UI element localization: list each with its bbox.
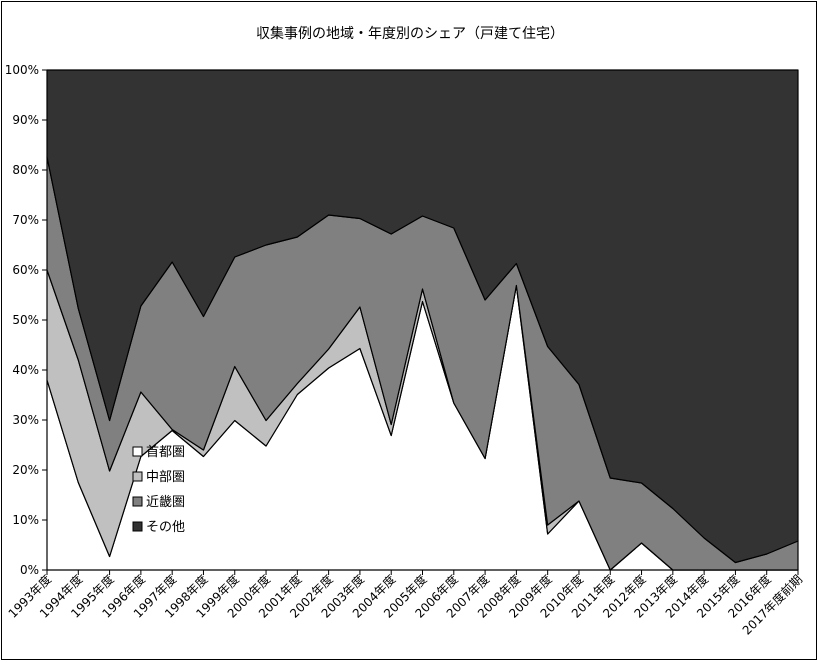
legend-swatch (132, 496, 143, 507)
legend-label: その他 (146, 520, 185, 535)
y-tick-label: 50% (12, 313, 39, 327)
legend-item: 首都圏 (132, 445, 185, 460)
y-tick-label: 0% (20, 563, 39, 577)
y-tick-label: 10% (12, 513, 39, 527)
y-tick-label: 70% (12, 213, 39, 227)
y-tick-label: 100% (5, 63, 39, 77)
legend-item: その他 (132, 520, 185, 535)
y-tick-label: 30% (12, 413, 39, 427)
legend-label: 首都圏 (146, 445, 185, 460)
legend-swatch (132, 471, 143, 482)
y-tick-label: 40% (12, 363, 39, 377)
y-tick-label: 20% (12, 463, 39, 477)
legend-swatch (132, 521, 143, 532)
y-tick-label: 90% (12, 113, 39, 127)
legend-item: 近畿圏 (132, 495, 185, 510)
y-tick-label: 80% (12, 163, 39, 177)
legend-label: 近畿圏 (146, 495, 185, 510)
legend-item: 中部圏 (132, 470, 185, 485)
legend-label: 中部圏 (146, 470, 185, 485)
chart-title: 収集事例の地域・年度別のシェア（戸建て住宅） (256, 25, 564, 42)
legend-swatch (132, 446, 143, 457)
y-tick-label: 60% (12, 263, 39, 277)
